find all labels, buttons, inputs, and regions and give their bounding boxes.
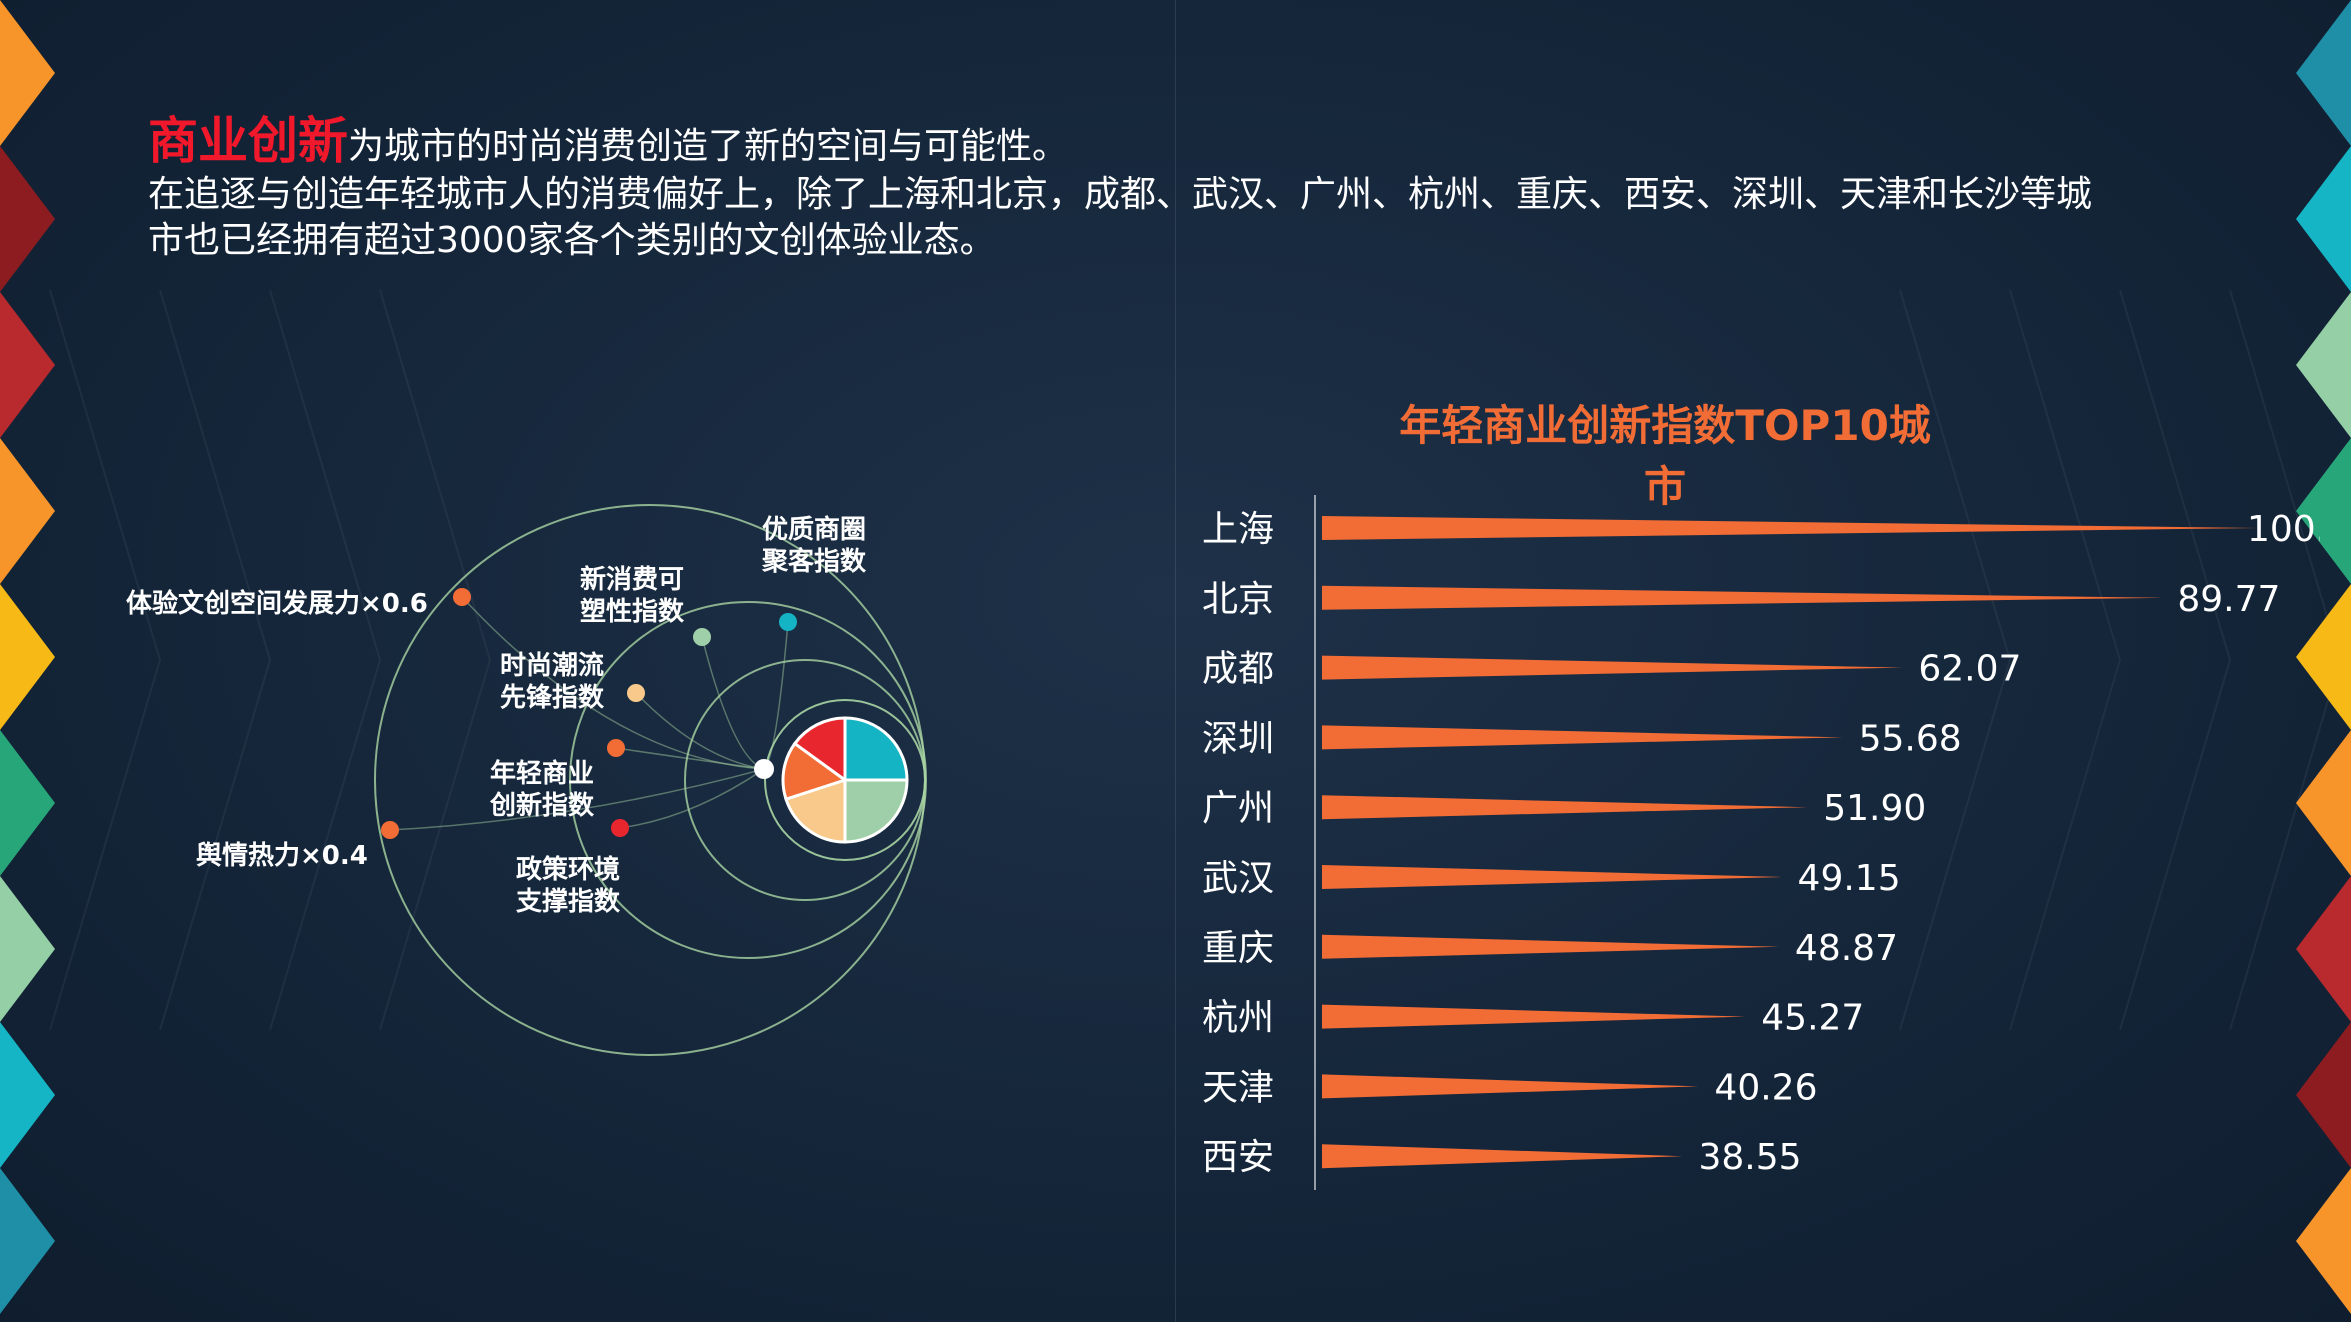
value-label: 38.55 xyxy=(1698,1137,1801,1178)
label-business-district: 优质商圈 聚客指数 xyxy=(762,515,867,577)
city-label: 广州 xyxy=(1202,788,1274,829)
connector-line xyxy=(701,636,765,770)
value-label: 89.77 xyxy=(2177,579,2280,620)
right-edge-triangle xyxy=(2296,438,2351,584)
city-label: 天津 xyxy=(1202,1067,1274,1108)
connector-line xyxy=(389,768,765,831)
bar xyxy=(1322,1074,1699,1099)
pie-slice xyxy=(792,716,847,783)
left-edge-triangle xyxy=(0,292,55,438)
node-policy-support xyxy=(611,819,629,837)
city-label: 北京 xyxy=(1202,579,1274,620)
value-label: 48.87 xyxy=(1795,928,1898,969)
right-edge-triangle xyxy=(2296,730,2351,876)
chart-title: 年轻商业创新指数TOP10城市 xyxy=(1399,401,1931,511)
right-edge-triangle xyxy=(2296,146,2351,292)
right-edge-triangle xyxy=(2296,1168,2351,1314)
intro-line-3-text: 市也已经拥有超过3000家各个类别的文创体验业态。 xyxy=(148,220,996,261)
pie-ring xyxy=(764,699,926,861)
bar xyxy=(1322,865,1782,889)
pie-slice xyxy=(843,778,909,844)
hub-node xyxy=(754,759,774,779)
index-composition-diagram: 体验文创空间发展力×0.6 舆情热力×0.4 优质商圈 聚客指数 新消费可 塑性… xyxy=(0,440,1000,1120)
node-experience-space xyxy=(453,588,471,606)
right-edge-triangle xyxy=(2296,0,2351,146)
city-label: 西安 xyxy=(1202,1137,1274,1178)
city-label: 重庆 xyxy=(1202,928,1274,969)
bar xyxy=(1322,1004,1746,1029)
value-label: 100.00 xyxy=(2247,509,2320,550)
value-label: 49.15 xyxy=(1798,858,1901,899)
city-label: 上海 xyxy=(1202,509,1274,550)
bar xyxy=(1322,795,1808,820)
city-label: 武汉 xyxy=(1202,858,1274,899)
intro-text: 商业创新为城市的时尚消费创造了新的空间与可能性。 在追逐与创造年轻城市人的消费偏… xyxy=(148,116,2228,264)
left-edge-triangle xyxy=(0,1168,55,1314)
left-edge-triangle xyxy=(0,146,55,292)
bar xyxy=(1322,934,1779,959)
value-label: 62.07 xyxy=(1918,649,2021,690)
label-policy-support: 政策环境 支撑指数 xyxy=(516,855,621,917)
bar xyxy=(1322,655,1903,680)
bar xyxy=(1322,725,1843,750)
right-edge-triangle xyxy=(2296,584,2351,730)
left-edge-triangle xyxy=(0,730,55,876)
left-edge-triangle xyxy=(0,438,55,584)
bar-chart: 上海 100.00 北京 89.77 成都 62.07 深圳 55.68 广州 51.90 武汉 49… xyxy=(1202,495,2320,1190)
bar xyxy=(1322,1144,1683,1169)
label-new-consumption: 新消费可 塑性指数 xyxy=(580,565,685,627)
right-edge-triangle xyxy=(2296,292,2351,438)
intro-highlight: 商业创新 xyxy=(148,112,348,170)
value-label: 40.26 xyxy=(1714,1067,1817,1108)
intro-line-1-rest: 为城市的时尚消费创造了新的空间与可能性。 xyxy=(348,126,1069,167)
intro-line-2-text: 在追逐与创造年轻城市人的消费偏好上，除了上海和北京，成都、武汉、广州、杭州、重庆… xyxy=(148,174,2093,215)
connector-line xyxy=(461,596,765,770)
label-experience-space: 体验文创空间发展力×0.6 xyxy=(126,589,428,619)
bar xyxy=(1322,585,2162,610)
node-sentiment-heat xyxy=(381,821,399,839)
left-edge-triangle xyxy=(0,584,55,730)
right-edge-triangle xyxy=(2296,876,2351,1022)
right-edge-triangle xyxy=(2296,1022,2351,1168)
city-label: 成都 xyxy=(1202,649,1274,690)
left-edge-triangle xyxy=(0,876,55,1022)
connector-line xyxy=(763,621,789,770)
label-youth-innovation: 年轻商业 创新指数 xyxy=(490,759,595,821)
pie-slice xyxy=(843,716,909,782)
intro-line-2: 在追逐与创造年轻城市人的消费偏好上，除了上海和北京，成都、武汉、广州、杭州、重庆… xyxy=(148,172,2228,264)
connector-line xyxy=(615,747,765,770)
intro-line-1: 商业创新为城市的时尚消费创造了新的空间与可能性。 xyxy=(148,116,2228,170)
diagram-graphics xyxy=(374,504,927,1056)
node-new-consumption xyxy=(693,628,711,646)
value-label: 51.90 xyxy=(1823,788,1926,829)
value-label: 55.68 xyxy=(1859,718,1962,759)
node-business-district xyxy=(779,613,797,631)
bar xyxy=(1322,516,2257,540)
left-edge-triangle xyxy=(0,0,55,146)
node-youth-innovation xyxy=(607,739,625,757)
value-label: 45.27 xyxy=(1761,998,1864,1039)
connector-line xyxy=(635,692,765,770)
connector-line xyxy=(619,768,765,829)
node-fashion-pioneer xyxy=(627,684,645,702)
left-edge-triangle xyxy=(0,1022,55,1168)
city-label: 深圳 xyxy=(1202,718,1274,759)
label-fashion-pioneer: 时尚潮流 先锋指数 xyxy=(500,651,605,713)
label-sentiment-heat: 舆情热力×0.4 xyxy=(196,841,368,871)
city-label: 杭州 xyxy=(1202,998,1274,1039)
center-divider xyxy=(1175,0,1176,1322)
